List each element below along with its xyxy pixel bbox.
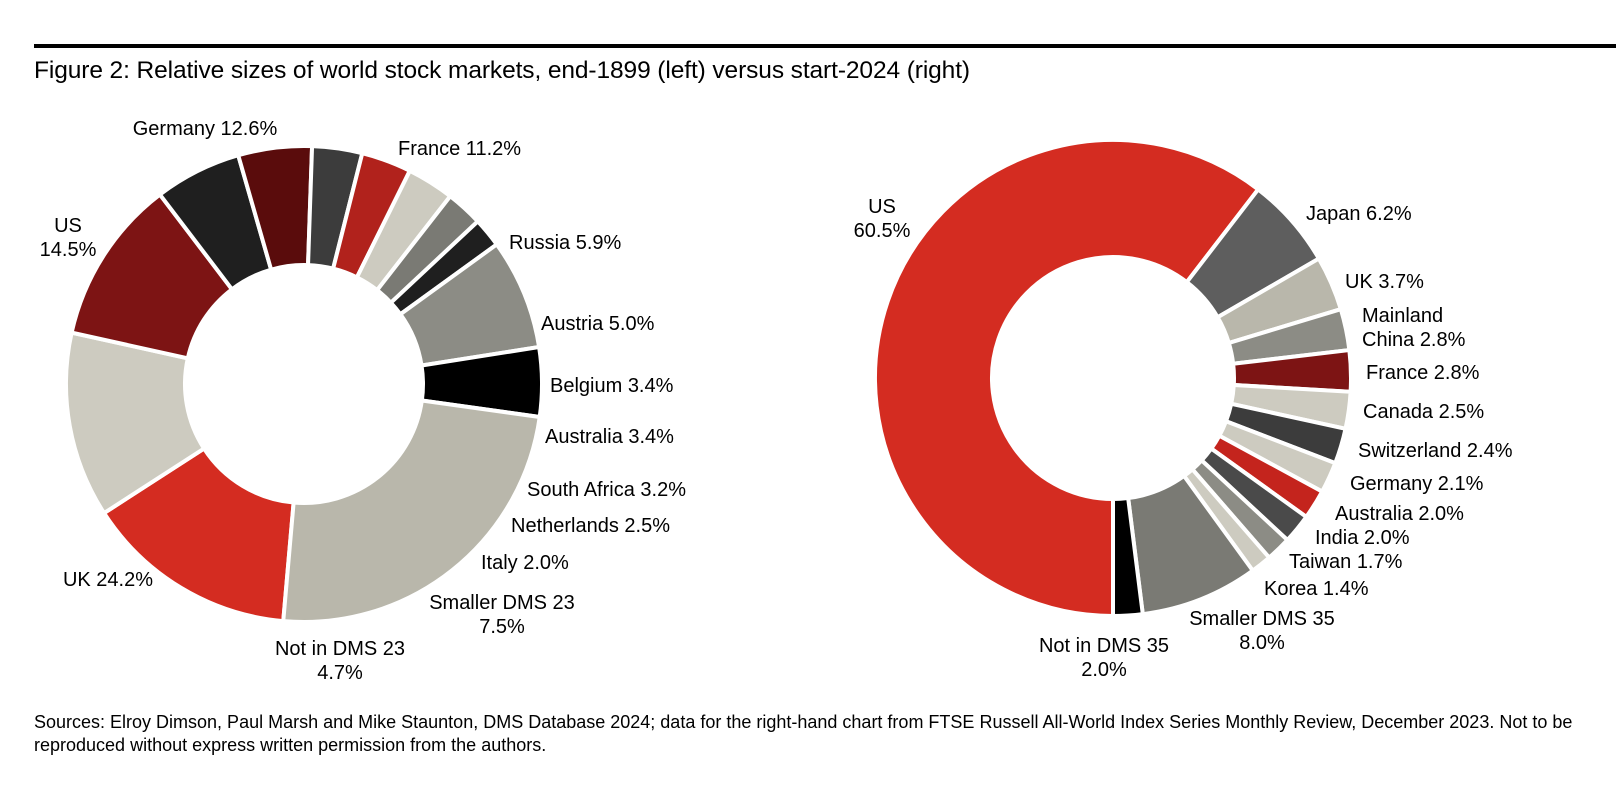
label-2024-switzerland: Switzerland 2.4% bbox=[1358, 440, 1513, 462]
label-1899-not-in-dms-23: Not in DMS 23 4.7% bbox=[275, 638, 405, 684]
label-2024-india: India 2.0% bbox=[1315, 527, 1410, 549]
label-2024-mainland-china: Mainland China 2.8% bbox=[1362, 305, 1466, 351]
label-1899-south-africa: South Africa 3.2% bbox=[527, 479, 686, 501]
label-2024-australia: Australia 2.0% bbox=[1335, 503, 1464, 525]
top-rule bbox=[34, 44, 1616, 48]
donut-chart-2024: US 60.5% Japan 6.2% UK 3.7% Mainland China 2.… bbox=[854, 138, 1513, 681]
label-1899-uk: UK 24.2% bbox=[63, 569, 153, 591]
slice-1899-uk bbox=[281, 398, 542, 624]
label-1899-us: US 14.5% bbox=[40, 215, 97, 261]
donut-chart-1899: US 14.5% Germany 12.6% France 11.2% Russia 5… bbox=[40, 118, 687, 684]
label-2024-taiwan: Taiwan 1.7% bbox=[1289, 551, 1403, 573]
label-1899-smaller-dms-23: Smaller DMS 23 7.5% bbox=[429, 592, 575, 638]
label-2024-korea: Korea 1.4% bbox=[1264, 578, 1369, 600]
label-1899-austria: Austria 5.0% bbox=[541, 313, 655, 335]
label-2024-uk: UK 3.7% bbox=[1345, 271, 1424, 293]
label-1899-australia: Australia 3.4% bbox=[545, 426, 674, 448]
label-2024-us: US 60.5% bbox=[854, 196, 911, 242]
label-2024-france: France 2.8% bbox=[1366, 362, 1480, 384]
label-1899-italy: Italy 2.0% bbox=[481, 552, 569, 574]
label-2024-not-in-dms-35: Not in DMS 35 2.0% bbox=[1039, 635, 1169, 681]
label-2024-canada: Canada 2.5% bbox=[1363, 401, 1484, 423]
figure-title: Figure 2: Relative sizes of world stock … bbox=[34, 57, 970, 84]
slice-2024-not-in-dms-35 bbox=[1111, 495, 1146, 619]
source-note: Sources: Elroy Dimson, Paul Marsh and Mi… bbox=[34, 712, 1573, 755]
slice-2024-us bbox=[873, 138, 1261, 619]
label-1899-netherlands: Netherlands 2.5% bbox=[511, 515, 670, 537]
label-1899-russia: Russia 5.9% bbox=[509, 232, 621, 254]
label-2024-smaller-dms-35: Smaller DMS 35 8.0% bbox=[1189, 608, 1335, 654]
label-2024-japan: Japan 6.2% bbox=[1306, 203, 1412, 225]
label-1899-france: France 11.2% bbox=[398, 138, 521, 160]
label-1899-germany: Germany 12.6% bbox=[133, 118, 278, 140]
slice-1899-us bbox=[101, 445, 296, 624]
label-2024-germany: Germany 2.1% bbox=[1350, 473, 1484, 495]
label-1899-belgium: Belgium 3.4% bbox=[550, 375, 674, 397]
